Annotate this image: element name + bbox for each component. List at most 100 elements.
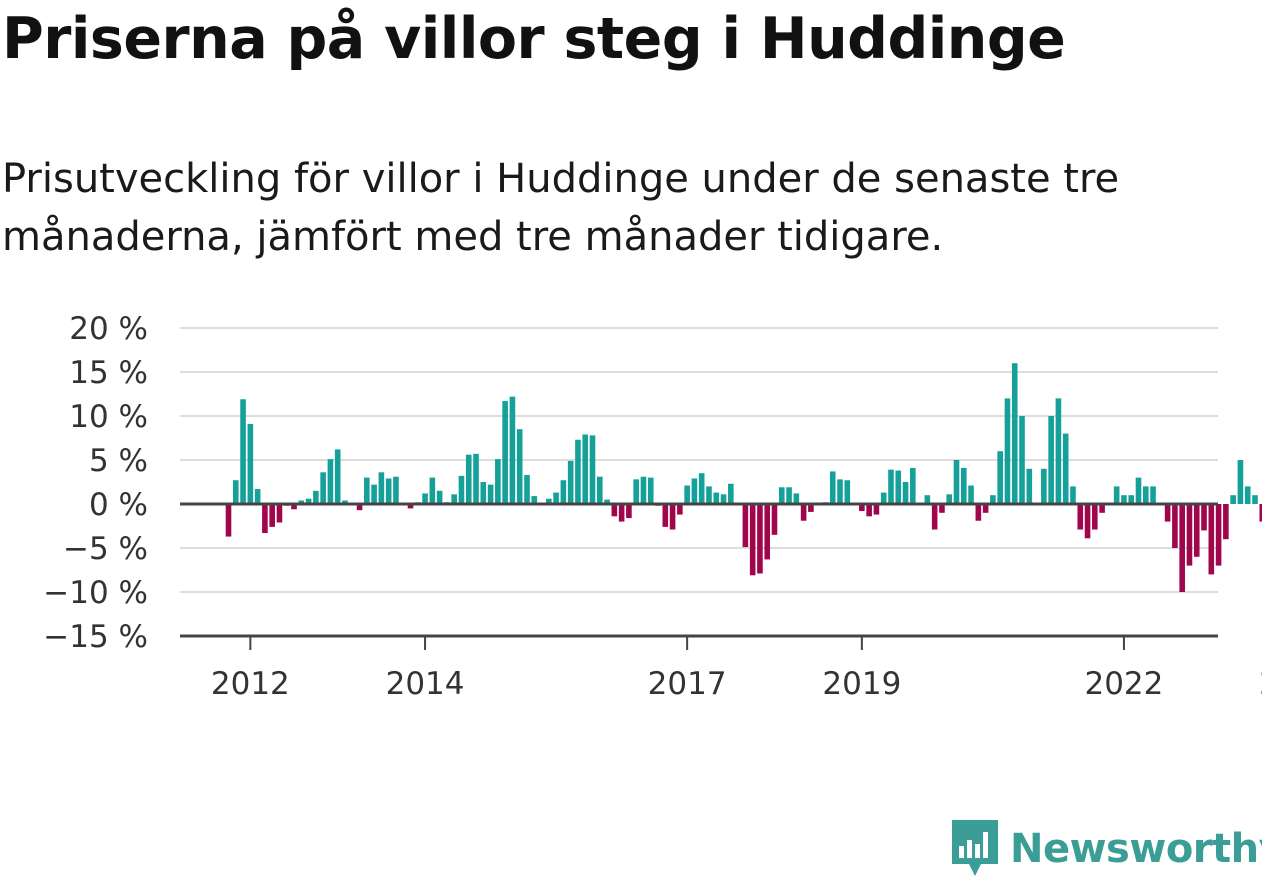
bar: [786, 487, 792, 504]
bar: [262, 504, 268, 534]
bar: [939, 504, 945, 513]
bar: [684, 485, 690, 504]
bar: [793, 493, 800, 504]
bar: [1084, 504, 1091, 539]
bar: [240, 399, 246, 504]
bar: [888, 469, 894, 504]
bar: [596, 476, 603, 504]
chart-subtitle: Prisutveckling för villor i Huddinge und…: [2, 156, 1120, 260]
bar: [458, 475, 465, 504]
bar: [1150, 486, 1156, 504]
bar: [553, 492, 559, 504]
y-tick-label: 5 %: [89, 443, 148, 479]
bar: [757, 504, 763, 574]
bar: [749, 504, 756, 576]
bar: [975, 504, 982, 521]
bar: [669, 504, 676, 530]
axes: [180, 502, 1218, 650]
bar: [895, 470, 902, 504]
x-tick-label: 2022: [1084, 666, 1163, 702]
bar: [1092, 504, 1098, 530]
bar: [1244, 486, 1251, 504]
y-tick-label: 0 %: [89, 487, 148, 523]
bar: [844, 480, 851, 504]
bar: [647, 477, 654, 504]
chart-title: Priserna på villor steg i Huddinge: [2, 6, 1066, 72]
bar: [356, 504, 363, 511]
bar: [342, 500, 348, 504]
bar: [662, 504, 669, 527]
bar: [567, 460, 574, 504]
bar: [1055, 398, 1062, 504]
bar: [691, 478, 698, 504]
bar: [313, 490, 319, 504]
bar: [327, 459, 334, 504]
y-tick-label: −10 %: [43, 575, 148, 611]
bar: [808, 504, 814, 512]
bar: [713, 492, 720, 504]
bar: [516, 429, 523, 504]
bar: [429, 477, 436, 504]
bar: [480, 482, 487, 504]
bar: [677, 504, 683, 515]
x-tick-label: 2019: [822, 666, 901, 702]
bar: [436, 490, 443, 504]
bar: [407, 504, 414, 509]
bar: [633, 479, 639, 504]
bar: [1062, 433, 1069, 504]
bar: [254, 489, 261, 504]
bar: [422, 493, 428, 504]
bar: [611, 504, 618, 517]
bar: [546, 498, 552, 504]
x-tick-label: 2014: [386, 666, 465, 702]
bar: [1193, 504, 1200, 557]
bar: [946, 494, 953, 504]
bar: [728, 483, 734, 504]
bar: [232, 480, 239, 504]
bar: [378, 472, 385, 504]
bar: [742, 504, 749, 548]
bar: [1019, 416, 1025, 504]
bar: [1179, 504, 1185, 592]
bar: [487, 484, 494, 504]
bar: [720, 494, 727, 504]
bar: [1048, 416, 1054, 504]
bar: [1070, 486, 1076, 504]
bar: [320, 472, 326, 504]
bar-chart-logo-icon: [952, 820, 998, 876]
bar: [1259, 504, 1262, 522]
y-tick-label: 20 %: [69, 311, 148, 347]
bar: [604, 499, 610, 504]
bar: [880, 492, 887, 504]
bar: [902, 482, 909, 504]
bar: [1252, 495, 1258, 504]
bar: [873, 504, 880, 515]
bar: [997, 451, 1003, 504]
newsworthy-logo: Newsworthy: [950, 818, 1262, 880]
bar: [560, 480, 567, 504]
bar: [1113, 486, 1120, 504]
bar: [1004, 398, 1011, 504]
bar: [393, 476, 399, 504]
bar: [990, 495, 996, 504]
bar: [953, 460, 960, 504]
x-tick-label: 2012: [211, 666, 290, 702]
y-tick-label: −15 %: [43, 619, 148, 655]
bar: [465, 454, 472, 504]
bar: [1011, 363, 1018, 504]
y-tick-label: 15 %: [69, 355, 148, 391]
bar: [385, 478, 392, 504]
bar: [866, 504, 872, 517]
bar: [931, 504, 938, 530]
bar: [582, 434, 589, 504]
bar: [837, 479, 843, 504]
bar: [495, 459, 501, 504]
bar: [706, 486, 712, 504]
bar: [800, 504, 807, 521]
bar: [509, 396, 516, 504]
x-tick-label: 2024: [1259, 666, 1262, 702]
bar: [640, 476, 647, 504]
bar: [1026, 468, 1033, 504]
bar: [524, 474, 530, 504]
bar: [1099, 504, 1105, 513]
